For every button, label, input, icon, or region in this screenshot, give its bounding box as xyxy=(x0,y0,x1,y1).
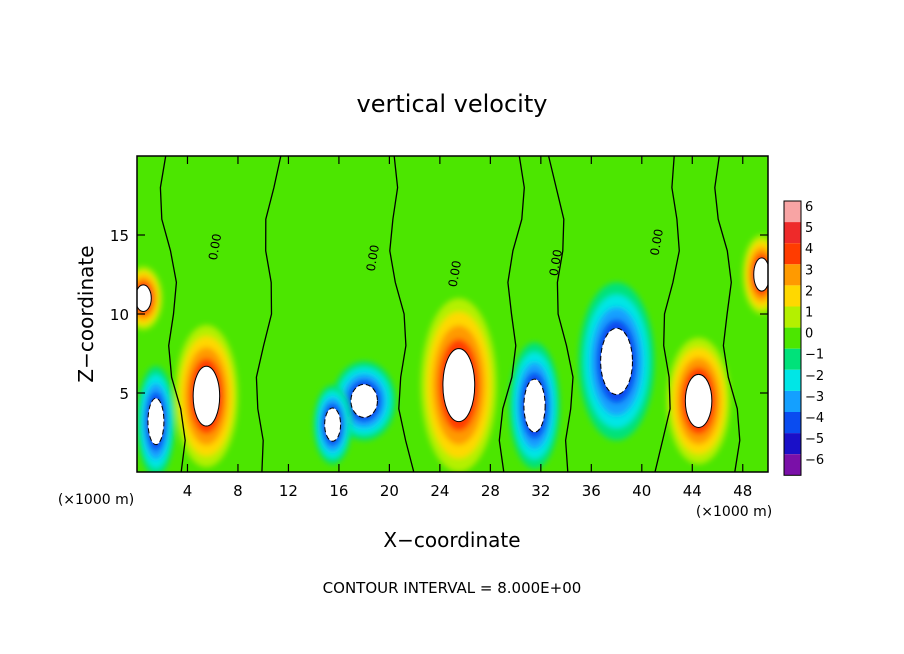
colorbar-label-3: 3 xyxy=(805,263,813,278)
colorbar-swatch-10 xyxy=(784,412,801,434)
x-tick-label-7: 32 xyxy=(531,482,550,500)
zero-contour-label-0: 0.00 xyxy=(206,233,224,262)
zero-contour-3 xyxy=(498,156,525,472)
colorbar-swatch-11 xyxy=(784,433,801,455)
x-tick-label-2: 12 xyxy=(279,482,298,500)
zero-contour-4 xyxy=(547,156,574,472)
updraft-core-4 xyxy=(753,257,768,292)
contour-lines: 0.00 0.00 0.00 0.00 0.00 xyxy=(159,156,741,472)
x-tick-label-0: 4 xyxy=(183,482,193,500)
plot-area: 0.00 0.00 0.00 0.00 0.00 xyxy=(137,156,768,472)
colorbar-swatch-5 xyxy=(784,306,801,328)
y-tick-label-1: 10 xyxy=(110,306,129,324)
x-axis: 4 8 12 16 20 24 28 32 36 40 44 48 xyxy=(183,156,752,500)
x-tick-label-10: 44 xyxy=(683,482,702,500)
zero-contour-5 xyxy=(654,156,680,472)
colorbar-swatch-12 xyxy=(784,454,801,476)
downdraft-core-6 xyxy=(350,383,378,418)
x-tick-label-9: 40 xyxy=(632,482,651,500)
zero-contour-label-2: 0.00 xyxy=(446,259,464,288)
colorbar-label-11: −5 xyxy=(805,432,824,447)
colorbar-label-7: −1 xyxy=(805,348,824,363)
colorbar-label-1: 5 xyxy=(805,221,813,236)
extreme-cores xyxy=(137,257,768,446)
colorbar-swatch-2 xyxy=(784,243,801,265)
colorbar-label-0: 6 xyxy=(805,200,813,215)
x-tick-label-6: 28 xyxy=(481,482,500,500)
updraft-core-1 xyxy=(442,348,476,423)
colorbar-swatch-3 xyxy=(784,264,801,286)
x-tick-label-11: 48 xyxy=(733,482,752,500)
colorbar-swatch-8 xyxy=(784,369,801,391)
colorbar-label-8: −2 xyxy=(805,369,824,384)
colorbar-swatch-7 xyxy=(784,348,801,370)
contour-interval-note: CONTOUR INTERVAL = 8.000E+00 xyxy=(323,579,582,597)
colorbar-swatch-1 xyxy=(784,222,801,244)
updraft-core-2 xyxy=(684,373,713,428)
zero-contour-2 xyxy=(389,156,415,472)
colorbar: 6 5 4 3 2 1 0 −1 −2 −3 −4 −5 −6 xyxy=(783,200,824,476)
colorbar-swatch-9 xyxy=(784,390,801,412)
downdraft-core-8 xyxy=(600,327,633,396)
zero-contour-1 xyxy=(255,156,282,472)
colorbar-frame xyxy=(783,200,802,476)
updraft-core-0 xyxy=(192,365,221,427)
colorbar-label-12: −6 xyxy=(805,453,824,468)
x-tick-label-8: 36 xyxy=(582,482,601,500)
colorbar-label-2: 4 xyxy=(805,242,813,257)
colorbar-swatch-6 xyxy=(784,327,801,349)
x-axis-unit-left: (×1000 m) xyxy=(58,492,134,508)
x-axis-unit-right: (×1000 m) xyxy=(696,504,772,520)
colorbar-label-5: 1 xyxy=(805,306,813,321)
zero-contour-label-3: 0.00 xyxy=(547,248,565,277)
colorbar-label-9: −3 xyxy=(805,390,824,405)
colorbar-label-4: 2 xyxy=(805,284,813,299)
y-tick-label-2: 15 xyxy=(110,227,129,245)
downdraft-core-9 xyxy=(324,407,342,442)
zero-contour-label-4: 0.00 xyxy=(648,228,666,257)
y-tick-label-0: 5 xyxy=(119,385,129,403)
zero-contour-6 xyxy=(714,156,741,472)
y-axis-label: Z−coordinate xyxy=(74,245,98,382)
x-tick-label-4: 20 xyxy=(380,482,399,500)
colorbar-swatch-0 xyxy=(784,201,801,223)
downdraft-core-5 xyxy=(147,397,165,446)
downdraft-core-7 xyxy=(523,378,546,433)
zero-contour-0 xyxy=(159,156,186,472)
zero-contour-label-1: 0.00 xyxy=(364,244,382,273)
colorbar-label-6: 0 xyxy=(805,327,813,342)
x-axis-label: X−coordinate xyxy=(383,528,520,552)
colorbar-swatch-4 xyxy=(784,285,801,307)
chart-title: vertical velocity xyxy=(357,90,548,118)
x-tick-label-1: 8 xyxy=(233,482,243,500)
y-axis: 5 10 15 xyxy=(110,227,768,403)
updraft-core-3 xyxy=(137,284,152,312)
colorbar-label-10: −4 xyxy=(805,411,824,426)
x-tick-label-5: 24 xyxy=(430,482,449,500)
x-tick-label-3: 16 xyxy=(329,482,348,500)
